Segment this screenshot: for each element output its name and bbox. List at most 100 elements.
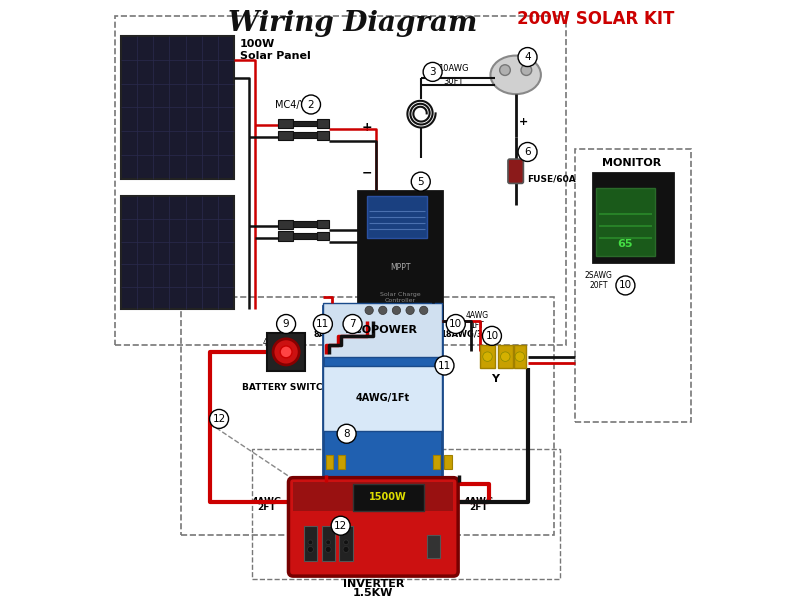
- Circle shape: [482, 352, 492, 361]
- Circle shape: [419, 306, 428, 314]
- FancyBboxPatch shape: [480, 345, 495, 368]
- Circle shape: [365, 306, 374, 314]
- Text: 2FT: 2FT: [258, 503, 276, 512]
- Text: 10: 10: [486, 331, 498, 341]
- FancyBboxPatch shape: [289, 478, 458, 576]
- Text: 2FT: 2FT: [469, 503, 488, 512]
- Circle shape: [518, 142, 537, 161]
- FancyBboxPatch shape: [317, 131, 329, 140]
- Circle shape: [280, 346, 292, 358]
- FancyBboxPatch shape: [593, 173, 673, 262]
- Text: 12: 12: [334, 521, 347, 531]
- Circle shape: [343, 547, 349, 553]
- Circle shape: [500, 65, 510, 76]
- Circle shape: [423, 62, 442, 82]
- Text: 200W SOLAR KIT: 200W SOLAR KIT: [517, 10, 674, 28]
- FancyBboxPatch shape: [121, 36, 234, 179]
- Text: Solar Charge
Controller: Solar Charge Controller: [380, 292, 420, 303]
- Circle shape: [521, 65, 532, 76]
- Circle shape: [326, 547, 331, 553]
- Text: FUSE/60A: FUSE/60A: [527, 174, 576, 183]
- FancyBboxPatch shape: [317, 119, 329, 128]
- FancyBboxPatch shape: [278, 232, 294, 241]
- Text: MPPT: MPPT: [390, 263, 410, 272]
- Circle shape: [337, 424, 356, 443]
- Text: 30FT: 30FT: [443, 77, 463, 86]
- FancyBboxPatch shape: [445, 455, 452, 469]
- FancyBboxPatch shape: [294, 482, 454, 511]
- Text: 3: 3: [430, 67, 436, 77]
- Text: Wiring Diagram: Wiring Diagram: [228, 10, 478, 37]
- Text: 4AWG: 4AWG: [463, 497, 494, 506]
- Text: +: +: [518, 117, 528, 127]
- Circle shape: [482, 326, 502, 346]
- FancyBboxPatch shape: [266, 333, 305, 371]
- FancyBboxPatch shape: [326, 455, 333, 469]
- Text: 12: 12: [213, 414, 226, 424]
- FancyBboxPatch shape: [514, 345, 526, 368]
- Text: 4AWG/1Ft: 4AWG/1Ft: [355, 393, 410, 403]
- Text: 6: 6: [524, 147, 531, 157]
- FancyBboxPatch shape: [278, 220, 294, 229]
- Text: 1.5KW: 1.5KW: [353, 588, 394, 598]
- Circle shape: [308, 540, 313, 545]
- FancyBboxPatch shape: [322, 526, 334, 561]
- FancyBboxPatch shape: [294, 233, 317, 239]
- Circle shape: [326, 540, 330, 545]
- Text: Solar Panel: Solar Panel: [240, 51, 310, 61]
- FancyBboxPatch shape: [338, 455, 345, 469]
- Text: MONITOR: MONITOR: [602, 158, 661, 168]
- Text: ACOPOWER: ACOPOWER: [346, 325, 418, 335]
- Circle shape: [307, 547, 314, 553]
- Text: 4AWG: 4AWG: [251, 497, 282, 506]
- FancyBboxPatch shape: [339, 526, 353, 561]
- Text: 7: 7: [350, 319, 356, 329]
- FancyBboxPatch shape: [596, 188, 655, 256]
- Text: 8AWG/8FT: 8AWG/8FT: [314, 330, 362, 339]
- FancyBboxPatch shape: [498, 345, 513, 368]
- Circle shape: [277, 314, 295, 334]
- Text: MC4/Y: MC4/Y: [275, 100, 306, 110]
- FancyBboxPatch shape: [304, 526, 317, 561]
- FancyBboxPatch shape: [358, 191, 442, 321]
- Text: 9: 9: [282, 319, 290, 329]
- Text: INVERTER: INVERTER: [342, 579, 404, 589]
- FancyBboxPatch shape: [121, 196, 234, 309]
- Circle shape: [392, 306, 401, 314]
- Circle shape: [302, 95, 321, 114]
- Text: 10: 10: [450, 319, 462, 329]
- FancyBboxPatch shape: [508, 159, 523, 184]
- Text: 2SAWG
20FT: 2SAWG 20FT: [585, 271, 613, 290]
- Text: BATTERY SWITCH: BATTERY SWITCH: [242, 383, 330, 392]
- Circle shape: [343, 314, 362, 334]
- Text: 65: 65: [618, 239, 633, 249]
- Circle shape: [273, 339, 299, 365]
- Text: 10AWG: 10AWG: [438, 64, 469, 73]
- Circle shape: [406, 306, 414, 314]
- FancyBboxPatch shape: [353, 484, 424, 511]
- Circle shape: [446, 314, 466, 334]
- Text: 10: 10: [619, 280, 632, 290]
- Circle shape: [518, 47, 537, 67]
- Text: 4AWG
1FT: 4AWG 1FT: [263, 338, 286, 358]
- FancyBboxPatch shape: [294, 121, 317, 127]
- Text: 5: 5: [418, 176, 424, 187]
- FancyBboxPatch shape: [323, 303, 442, 356]
- FancyBboxPatch shape: [317, 220, 329, 229]
- Text: Y: Y: [491, 374, 499, 385]
- Text: 11: 11: [438, 361, 451, 371]
- FancyBboxPatch shape: [323, 306, 442, 484]
- Circle shape: [314, 314, 332, 334]
- Text: 100W: 100W: [240, 39, 275, 49]
- FancyBboxPatch shape: [294, 221, 317, 227]
- FancyBboxPatch shape: [317, 232, 329, 241]
- FancyBboxPatch shape: [278, 119, 294, 128]
- FancyBboxPatch shape: [433, 455, 440, 469]
- Circle shape: [435, 356, 454, 375]
- Circle shape: [501, 352, 510, 361]
- Circle shape: [616, 276, 635, 295]
- FancyBboxPatch shape: [367, 196, 426, 238]
- Circle shape: [331, 516, 350, 535]
- Ellipse shape: [490, 56, 541, 94]
- Text: 8: 8: [343, 429, 350, 439]
